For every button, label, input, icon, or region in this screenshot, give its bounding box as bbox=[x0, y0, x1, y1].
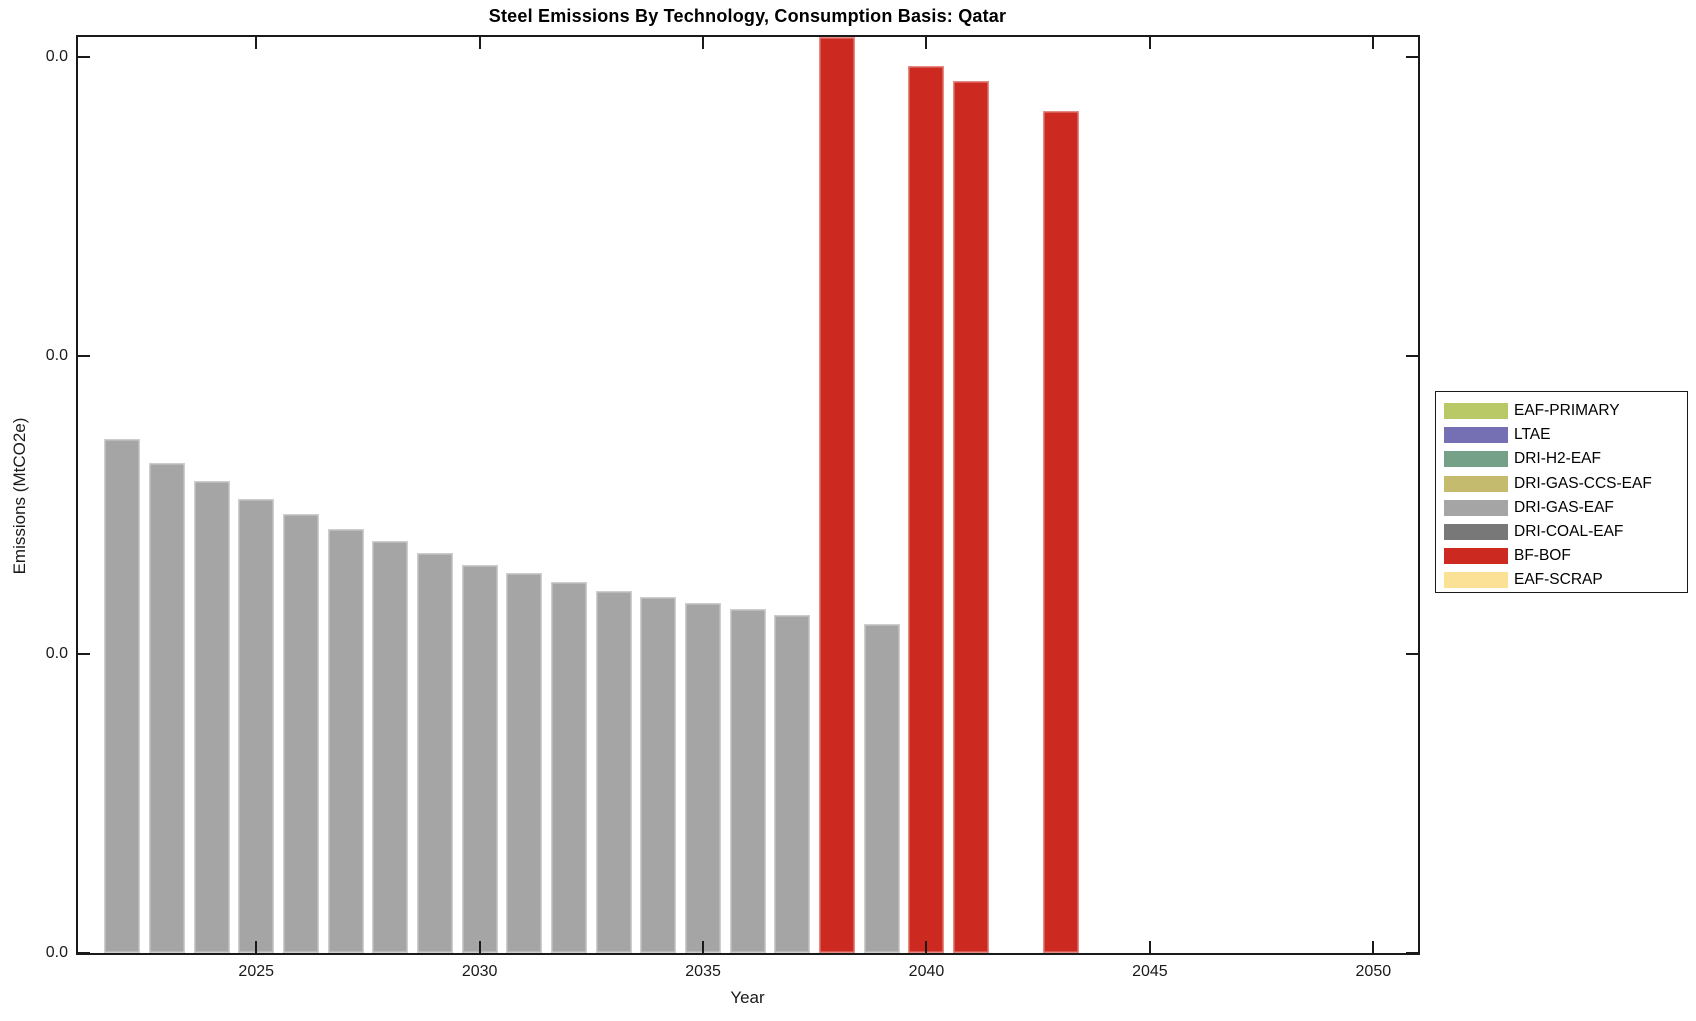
x-axis-label: Year bbox=[730, 988, 765, 1007]
y-tick-label-2: 0.0 bbox=[45, 346, 68, 364]
x-tick-2035-top bbox=[702, 36, 705, 49]
x-tick-2025-bottom bbox=[255, 940, 258, 953]
bar-2043-bf-bof bbox=[1042, 110, 1079, 953]
plot-inner bbox=[77, 36, 1418, 953]
y-tick-label-1: 0.0 bbox=[45, 645, 68, 663]
x-tick-2025-top bbox=[255, 36, 258, 49]
bar-2031-dri-gas-eaf bbox=[506, 573, 543, 953]
x-tick-2045-bottom bbox=[1148, 940, 1151, 953]
bar-2027-dri-gas-eaf bbox=[327, 528, 364, 953]
bar-2036-dri-gas-eaf bbox=[729, 609, 766, 953]
legend-row-dri-gas-ccs-eaf: DRI-GAS-CCS-EAF bbox=[1436, 472, 1687, 496]
x-tick-label-2050: 2050 bbox=[1355, 963, 1392, 980]
bar-2032-dri-gas-eaf bbox=[551, 582, 588, 953]
bar-2040-bf-bof bbox=[908, 66, 945, 953]
bar-2038-bf-bof bbox=[819, 36, 856, 953]
x-tick-2030-bottom bbox=[478, 940, 481, 953]
legend-swatch-dri-gas-eaf bbox=[1444, 499, 1508, 516]
x-tick-label-2045: 2045 bbox=[1132, 963, 1168, 980]
y-tick-label-0: 0.0 bbox=[45, 943, 68, 961]
bar-2028-dri-gas-eaf bbox=[372, 540, 409, 953]
x-tick-label-2035: 2035 bbox=[685, 963, 721, 980]
plot-area bbox=[75, 34, 1420, 955]
y-axis-label: Emissions (MtCO2e) bbox=[10, 417, 29, 575]
y-tick-2-left bbox=[77, 354, 90, 357]
legend-swatch-ltae bbox=[1444, 427, 1508, 444]
x-tick-label-2030: 2030 bbox=[461, 963, 498, 980]
legend-label-ltae: LTAE bbox=[1514, 426, 1551, 444]
bar-2022-dri-gas-eaf bbox=[104, 439, 141, 953]
legend-swatch-eaf-scrap bbox=[1444, 572, 1508, 589]
y-tick-label-3: 0.0 bbox=[45, 48, 68, 66]
legend-label-dri-coal-eaf: DRI-COAL-EAF bbox=[1514, 523, 1624, 541]
bar-2035-dri-gas-eaf bbox=[685, 603, 722, 953]
y-tick-1-right bbox=[1406, 653, 1418, 656]
legend: EAF-PRIMARY LTAE DRI-H2-EAF DRI-GAS-CCS-EAF… bbox=[1435, 391, 1688, 593]
bar-2033-dri-gas-eaf bbox=[595, 591, 632, 953]
legend-swatch-bf-bof bbox=[1444, 548, 1508, 565]
bar-2029-dri-gas-eaf bbox=[416, 552, 453, 953]
legend-label-dri-gas-eaf: DRI-GAS-EAF bbox=[1514, 498, 1614, 516]
x-tick-2040-bottom bbox=[925, 940, 928, 953]
legend-row-bf-bof: BF-BOF bbox=[1436, 544, 1687, 568]
legend-label-dri-gas-ccs-eaf: DRI-GAS-CCS-EAF bbox=[1514, 474, 1652, 492]
bar-2026-dri-gas-eaf bbox=[282, 513, 319, 953]
bar-2037-dri-gas-eaf bbox=[774, 615, 811, 953]
x-tick-2040-top bbox=[925, 36, 928, 49]
bar-2024-dri-gas-eaf bbox=[193, 480, 230, 953]
y-tick-0-right bbox=[1406, 951, 1418, 953]
bar-2039-dri-gas-eaf bbox=[863, 624, 900, 953]
x-tick-2050-top bbox=[1372, 36, 1375, 49]
legend-row-eaf-scrap: EAF-SCRAP bbox=[1436, 568, 1687, 592]
legend-row-ltae: LTAE bbox=[1436, 423, 1687, 447]
legend-swatch-dri-coal-eaf bbox=[1444, 524, 1508, 541]
chart-title: Steel Emissions By Technology, Consumpti… bbox=[488, 6, 1007, 26]
legend-swatch-eaf-primary bbox=[1444, 403, 1508, 420]
legend-row-dri-gas-eaf: DRI-GAS-EAF bbox=[1436, 496, 1687, 520]
legend-row-dri-coal-eaf: DRI-COAL-EAF bbox=[1436, 520, 1687, 544]
legend-swatch-dri-gas-ccs-eaf bbox=[1444, 475, 1508, 492]
y-tick-3-right bbox=[1406, 56, 1418, 59]
x-tick-2030-top bbox=[478, 36, 481, 49]
bar-2041-bf-bof bbox=[953, 80, 990, 953]
y-tick-3-left bbox=[77, 56, 90, 59]
legend-label-bf-bof: BF-BOF bbox=[1514, 547, 1571, 565]
x-tick-2050-bottom bbox=[1372, 940, 1375, 953]
bar-2030-dri-gas-eaf bbox=[461, 564, 498, 953]
y-tick-1-left bbox=[77, 653, 90, 656]
bar-2025-dri-gas-eaf bbox=[238, 498, 275, 953]
bar-2023-dri-gas-eaf bbox=[148, 463, 185, 953]
legend-label-eaf-primary: EAF-PRIMARY bbox=[1514, 402, 1620, 420]
bar-2034-dri-gas-eaf bbox=[640, 597, 677, 953]
x-tick-2035-bottom bbox=[702, 940, 705, 953]
x-tick-label-2025: 2025 bbox=[238, 963, 275, 980]
legend-row-dri-h2-eaf: DRI-H2-EAF bbox=[1436, 447, 1687, 471]
legend-swatch-dri-h2-eaf bbox=[1444, 451, 1508, 468]
legend-label-dri-h2-eaf: DRI-H2-EAF bbox=[1514, 450, 1601, 468]
legend-label-eaf-scrap: EAF-SCRAP bbox=[1514, 571, 1603, 589]
y-tick-0-left bbox=[77, 951, 90, 953]
x-tick-2045-top bbox=[1148, 36, 1151, 49]
x-tick-label-2040: 2040 bbox=[908, 963, 945, 980]
legend-row-eaf-primary: EAF-PRIMARY bbox=[1436, 399, 1687, 423]
y-tick-2-right bbox=[1406, 354, 1418, 357]
